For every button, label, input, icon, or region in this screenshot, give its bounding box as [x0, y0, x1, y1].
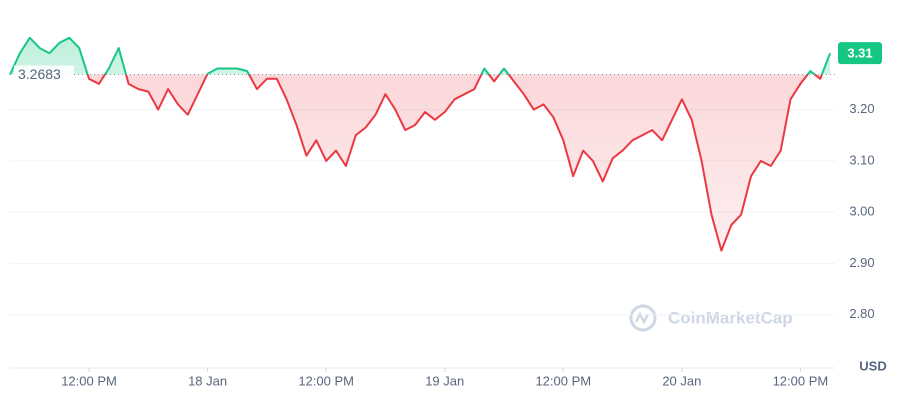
- y-tick-label: 3.10: [849, 152, 874, 167]
- y-tick-label: 3.00: [849, 204, 874, 219]
- x-tick-label: 18 Jan: [188, 373, 227, 388]
- watermark-text: CoinMarketCap: [668, 308, 793, 327]
- current-price-badge: [838, 42, 882, 65]
- price-line: [9, 36, 832, 252]
- x-tick-label: 12:00 PM: [61, 373, 117, 388]
- reference-label-bg: [14, 65, 74, 84]
- watermark-logo: [629, 304, 657, 332]
- watermark-logo: [634, 311, 650, 325]
- y-axis-label: USD: [859, 358, 886, 373]
- y-tick-label: 2.90: [849, 255, 874, 270]
- x-tick-label: 12:00 PM: [298, 373, 354, 388]
- y-tick-label: 3.20: [849, 101, 874, 116]
- area: [10, 37, 831, 251]
- x-tick-label: 19 Jan: [425, 373, 464, 388]
- watermark: CoinMarketCap: [629, 304, 793, 332]
- reference-label: 3.2683: [18, 66, 61, 82]
- current-price-label: 3.31: [847, 46, 872, 61]
- x-tick-label: 12:00 PM: [773, 373, 829, 388]
- x-tick-label: 20 Jan: [662, 373, 701, 388]
- x-tick-label: 12:00 PM: [535, 373, 591, 388]
- y-tick-label: 2.80: [849, 306, 874, 321]
